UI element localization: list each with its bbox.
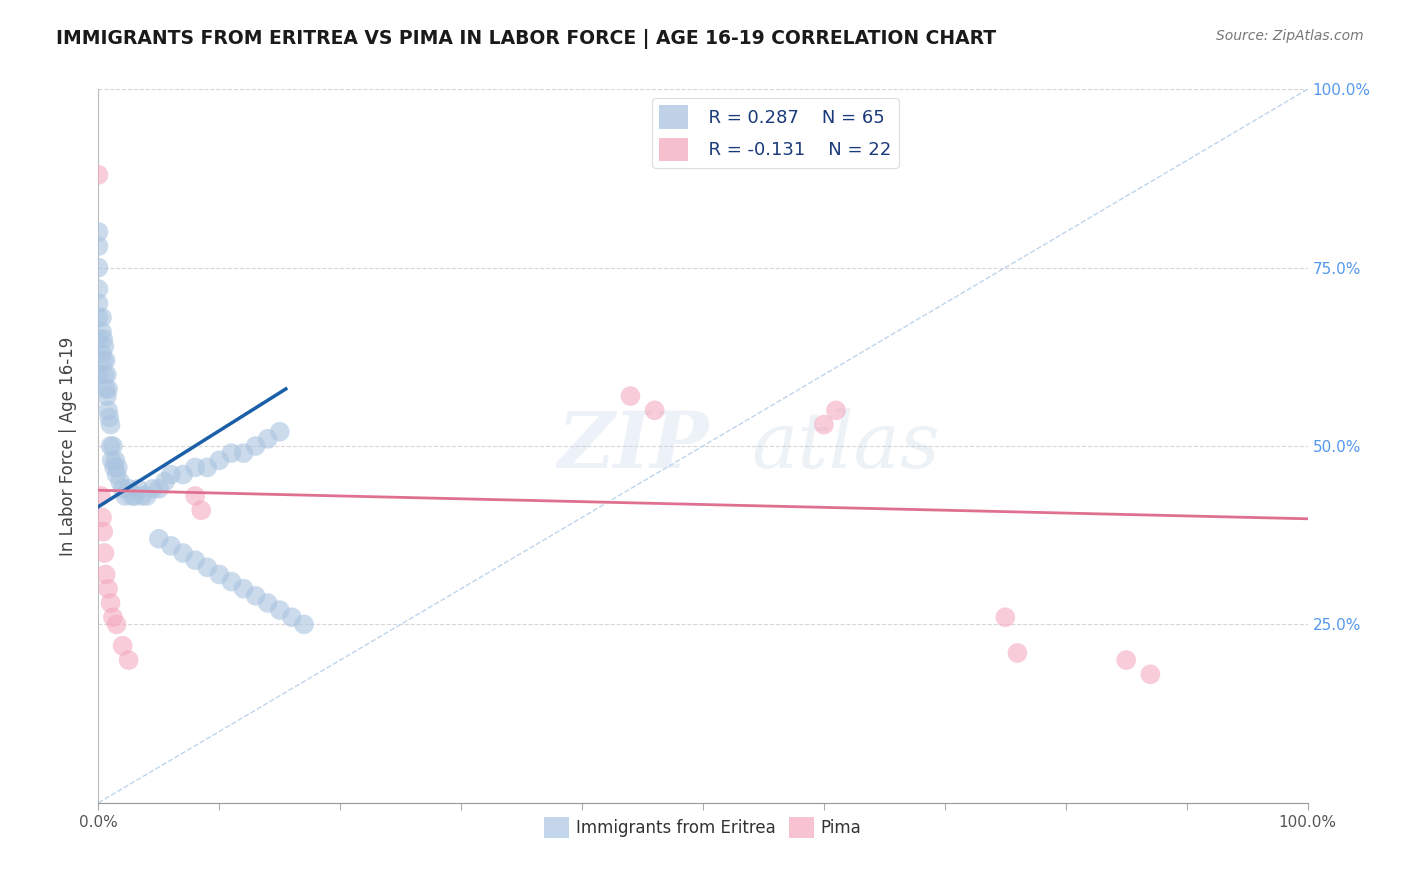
Point	[94, 353, 117, 368]
Point	[87, 332, 110, 346]
Point	[142, 482, 165, 496]
Point	[148, 532, 170, 546]
Point	[94, 567, 117, 582]
Text: Source: ZipAtlas.com: Source: ZipAtlas.com	[1216, 29, 1364, 43]
Text: IMMIGRANTS FROM ERITREA VS PIMA IN LABOR FORCE | AGE 16-19 CORRELATION CHART: IMMIGRANTS FROM ERITREA VS PIMA IN LABOR…	[56, 29, 997, 48]
Point	[91, 310, 114, 325]
Point	[87, 282, 110, 296]
Point	[108, 475, 131, 489]
Point	[87, 368, 110, 382]
Point	[245, 589, 267, 603]
Point	[825, 403, 848, 417]
Point	[232, 582, 254, 596]
Point	[148, 482, 170, 496]
Point	[232, 446, 254, 460]
Y-axis label: In Labor Force | Age 16-19: In Labor Force | Age 16-19	[59, 336, 77, 556]
Point	[101, 610, 124, 624]
Point	[91, 325, 114, 339]
Point	[118, 482, 141, 496]
Point	[93, 368, 115, 382]
Point	[256, 432, 278, 446]
Point	[221, 574, 243, 589]
Point	[91, 524, 114, 539]
Text: atlas: atlas	[751, 408, 941, 484]
Point	[97, 403, 120, 417]
Point	[121, 489, 143, 503]
Point	[105, 617, 128, 632]
Point	[100, 596, 122, 610]
Point	[190, 503, 212, 517]
Legend: Immigrants from Eritrea, Pima: Immigrants from Eritrea, Pima	[537, 811, 869, 845]
Point	[160, 467, 183, 482]
Point	[96, 389, 118, 403]
Point	[172, 467, 194, 482]
Point	[184, 489, 207, 503]
Point	[813, 417, 835, 432]
Point	[111, 639, 134, 653]
Point	[644, 403, 666, 417]
Point	[292, 617, 315, 632]
Point	[124, 489, 146, 503]
Point	[221, 446, 243, 460]
Point	[245, 439, 267, 453]
Point	[98, 410, 121, 425]
Point	[93, 339, 115, 353]
Point	[127, 482, 149, 496]
Point	[93, 546, 115, 560]
Point	[172, 546, 194, 560]
Point	[269, 603, 291, 617]
Point	[114, 489, 136, 503]
Point	[107, 460, 129, 475]
Point	[160, 539, 183, 553]
Point	[104, 453, 127, 467]
Point	[105, 467, 128, 482]
Point	[100, 453, 122, 467]
Point	[87, 225, 110, 239]
Point	[118, 653, 141, 667]
Point	[184, 460, 207, 475]
Point	[111, 482, 134, 496]
Point	[100, 439, 122, 453]
Point	[195, 460, 218, 475]
Point	[90, 489, 112, 503]
Point	[994, 610, 1017, 624]
Point	[195, 560, 218, 574]
Point	[184, 553, 207, 567]
Point	[100, 417, 122, 432]
Point	[208, 567, 231, 582]
Point	[97, 582, 120, 596]
Point	[97, 382, 120, 396]
Point	[87, 239, 110, 253]
Point	[94, 382, 117, 396]
Point	[281, 610, 304, 624]
Point	[87, 310, 110, 325]
Point	[131, 489, 153, 503]
Point	[256, 596, 278, 610]
Point	[135, 489, 157, 503]
Point	[153, 475, 176, 489]
Point	[1007, 646, 1029, 660]
Point	[87, 296, 110, 310]
Point	[103, 460, 125, 475]
Point	[87, 260, 110, 275]
Point	[91, 510, 114, 524]
Point	[1115, 653, 1137, 667]
Point	[91, 353, 114, 368]
Point	[91, 332, 114, 346]
Point	[96, 368, 118, 382]
Point	[91, 346, 114, 360]
Point	[269, 425, 291, 439]
Point	[101, 439, 124, 453]
Point	[1139, 667, 1161, 681]
Point	[87, 168, 110, 182]
Text: ZIP: ZIP	[558, 408, 710, 484]
Point	[619, 389, 641, 403]
Point	[208, 453, 231, 467]
